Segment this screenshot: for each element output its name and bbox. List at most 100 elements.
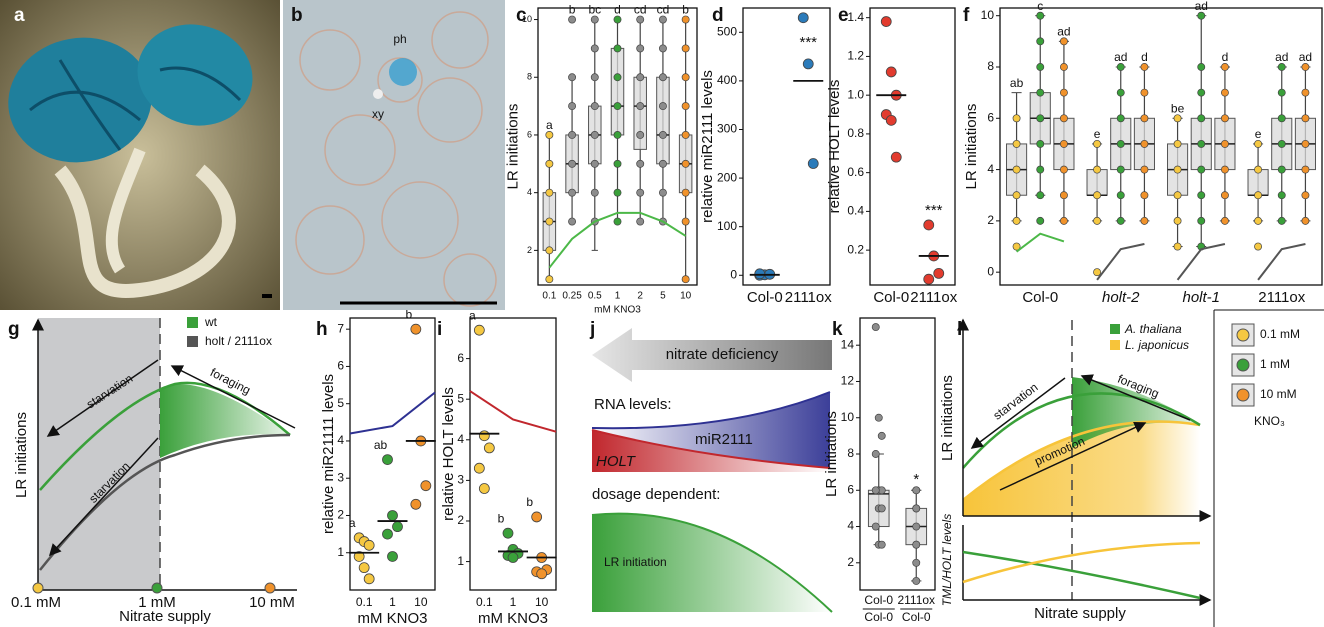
y-axis-label: TML/HOLT levels	[940, 514, 954, 606]
data-point	[1301, 114, 1310, 123]
data-point	[392, 521, 403, 533]
data-point	[545, 131, 554, 139]
x-tick-sublabel: Col-0	[864, 610, 893, 624]
data-point	[1116, 88, 1125, 97]
data-point	[871, 450, 880, 458]
data-point	[358, 562, 370, 574]
panel-label: c	[516, 5, 527, 26]
y-tick-label: 6	[527, 129, 532, 139]
panel-label: h	[316, 319, 328, 340]
data-point	[1140, 165, 1149, 174]
x-tick-label: Col-0	[864, 593, 893, 607]
image-b: ph xy	[283, 0, 505, 310]
significance-letter: cd	[634, 3, 647, 17]
panel-label: f	[963, 5, 970, 26]
significance-letter: ab	[1010, 76, 1024, 90]
significance-letter: c	[1037, 0, 1043, 13]
x-axis-label: mM KNO3	[478, 610, 548, 627]
data-point	[1197, 139, 1206, 148]
x-tick-label: 1	[615, 291, 621, 302]
label-ph: ph	[393, 32, 406, 46]
x-tick-label: 10	[680, 291, 692, 302]
data-point	[545, 159, 554, 168]
plot-frame	[742, 7, 831, 286]
data-point	[473, 462, 485, 474]
trend-curve	[349, 391, 436, 435]
y-axis-label: LR initiations	[963, 104, 980, 190]
y-tick-label: 0.6	[847, 165, 864, 179]
data-point	[483, 442, 495, 454]
x-tick-label: 0.5	[588, 291, 602, 302]
data-point	[1036, 37, 1045, 46]
y-tick-label: 0.2	[847, 242, 864, 256]
significance-letter: a	[546, 118, 553, 132]
data-point	[590, 131, 599, 139]
data-point	[613, 15, 622, 24]
data-point	[923, 273, 935, 285]
data-point	[1036, 139, 1045, 148]
data-point	[658, 44, 667, 53]
data-point	[568, 73, 577, 82]
data-point	[681, 102, 690, 111]
x-tick-label: Col-0	[747, 289, 783, 306]
data-point	[681, 188, 690, 197]
x-tick-label: Col-0	[1022, 289, 1058, 306]
data-point	[658, 159, 667, 168]
panel-label: i	[437, 319, 442, 340]
data-point	[1220, 165, 1229, 174]
data-point	[1059, 216, 1068, 225]
y-axis-label: relative miR2111 levels	[699, 70, 716, 223]
y-tick-label: 6	[987, 110, 994, 124]
data-point	[1059, 63, 1068, 71]
data-point	[545, 188, 554, 197]
significance-letter: b	[498, 511, 505, 525]
panel-label: a	[14, 5, 25, 26]
y-tick-label: 5	[337, 396, 344, 410]
label: miR2111	[695, 431, 753, 448]
data-point	[636, 73, 645, 82]
y-tick-label: 4	[987, 162, 994, 176]
significance-letter: b	[569, 3, 576, 17]
data-point	[1059, 191, 1068, 200]
data-point	[797, 12, 809, 24]
data-point	[1140, 63, 1149, 71]
y-tick-label: 10	[981, 8, 995, 22]
y-tick-label: 300	[717, 122, 737, 136]
significance-letter: b	[526, 495, 533, 509]
significance-letter: a	[469, 308, 476, 322]
x-tick-label: 0.1	[356, 595, 373, 609]
data-point	[568, 131, 577, 139]
y-tick-label: 1.4	[847, 10, 864, 24]
data-point	[636, 188, 645, 197]
legend-label: wt	[204, 315, 218, 329]
data-point	[1140, 88, 1149, 97]
y-tick-label: 4	[457, 432, 464, 446]
label: HOLT	[596, 453, 637, 470]
data-point	[681, 217, 690, 226]
data-point	[590, 73, 599, 82]
banner: nitrate deficiency	[666, 346, 779, 363]
data-point	[681, 15, 690, 24]
trend-curve	[469, 390, 557, 433]
significance-letter: ad	[1114, 50, 1127, 64]
y-tick-label: 2	[457, 513, 464, 527]
data-point	[410, 498, 422, 510]
data-point	[1173, 191, 1182, 200]
trend-curve	[1015, 232, 1065, 253]
data-point	[1059, 88, 1068, 97]
x-tick-label: holt-2	[1102, 289, 1140, 306]
y-tick-label: 8	[987, 59, 994, 73]
data-point	[912, 540, 921, 549]
data-point	[590, 102, 599, 111]
data-point	[1197, 216, 1206, 225]
data-point	[387, 510, 398, 521]
data-point	[1173, 165, 1182, 174]
data-point	[1301, 216, 1310, 225]
data-point	[658, 15, 667, 24]
y-tick-label: 0.4	[847, 204, 864, 218]
data-point	[877, 431, 886, 440]
data-point	[912, 522, 921, 531]
significance-letter: bc	[588, 3, 601, 17]
data-point	[658, 102, 667, 111]
data-point	[590, 159, 599, 168]
